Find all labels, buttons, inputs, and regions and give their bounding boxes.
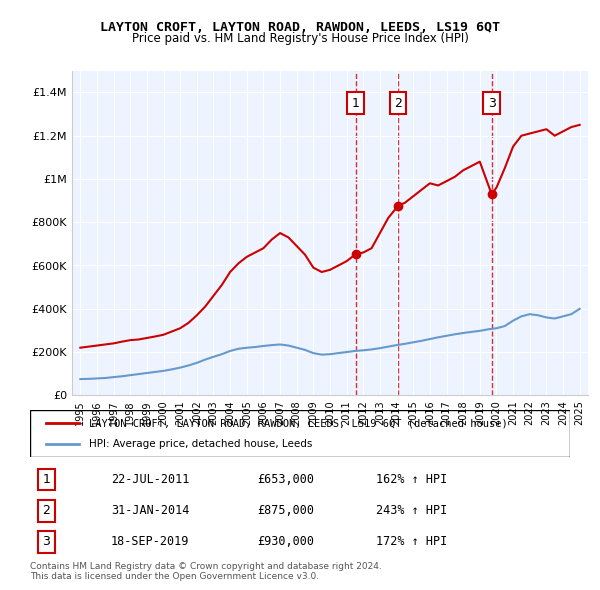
Text: 243% ↑ HPI: 243% ↑ HPI xyxy=(376,504,447,517)
Text: 172% ↑ HPI: 172% ↑ HPI xyxy=(376,535,447,548)
Text: 18-SEP-2019: 18-SEP-2019 xyxy=(111,535,190,548)
Text: 22-JUL-2011: 22-JUL-2011 xyxy=(111,473,190,486)
Text: £875,000: £875,000 xyxy=(257,504,314,517)
Text: LAYTON CROFT, LAYTON ROAD, RAWDON, LEEDS, LS19 6QT: LAYTON CROFT, LAYTON ROAD, RAWDON, LEEDS… xyxy=(100,21,500,34)
Text: 2: 2 xyxy=(42,504,50,517)
Text: HPI: Average price, detached house, Leeds: HPI: Average price, detached house, Leed… xyxy=(89,439,313,449)
Text: £653,000: £653,000 xyxy=(257,473,314,486)
Text: Price paid vs. HM Land Registry's House Price Index (HPI): Price paid vs. HM Land Registry's House … xyxy=(131,32,469,45)
Text: 3: 3 xyxy=(42,535,50,548)
Text: 31-JAN-2014: 31-JAN-2014 xyxy=(111,504,190,517)
Text: £930,000: £930,000 xyxy=(257,535,314,548)
Text: 3: 3 xyxy=(488,97,496,110)
Text: 162% ↑ HPI: 162% ↑ HPI xyxy=(376,473,447,486)
Text: 1: 1 xyxy=(352,97,360,110)
Text: This data is licensed under the Open Government Licence v3.0.: This data is licensed under the Open Gov… xyxy=(30,572,319,581)
Text: LAYTON CROFT, LAYTON ROAD, RAWDON, LEEDS, LS19 6QT (detached house): LAYTON CROFT, LAYTON ROAD, RAWDON, LEEDS… xyxy=(89,418,508,428)
Text: 1: 1 xyxy=(42,473,50,486)
Text: Contains HM Land Registry data © Crown copyright and database right 2024.: Contains HM Land Registry data © Crown c… xyxy=(30,562,382,571)
Text: 2: 2 xyxy=(394,97,402,110)
